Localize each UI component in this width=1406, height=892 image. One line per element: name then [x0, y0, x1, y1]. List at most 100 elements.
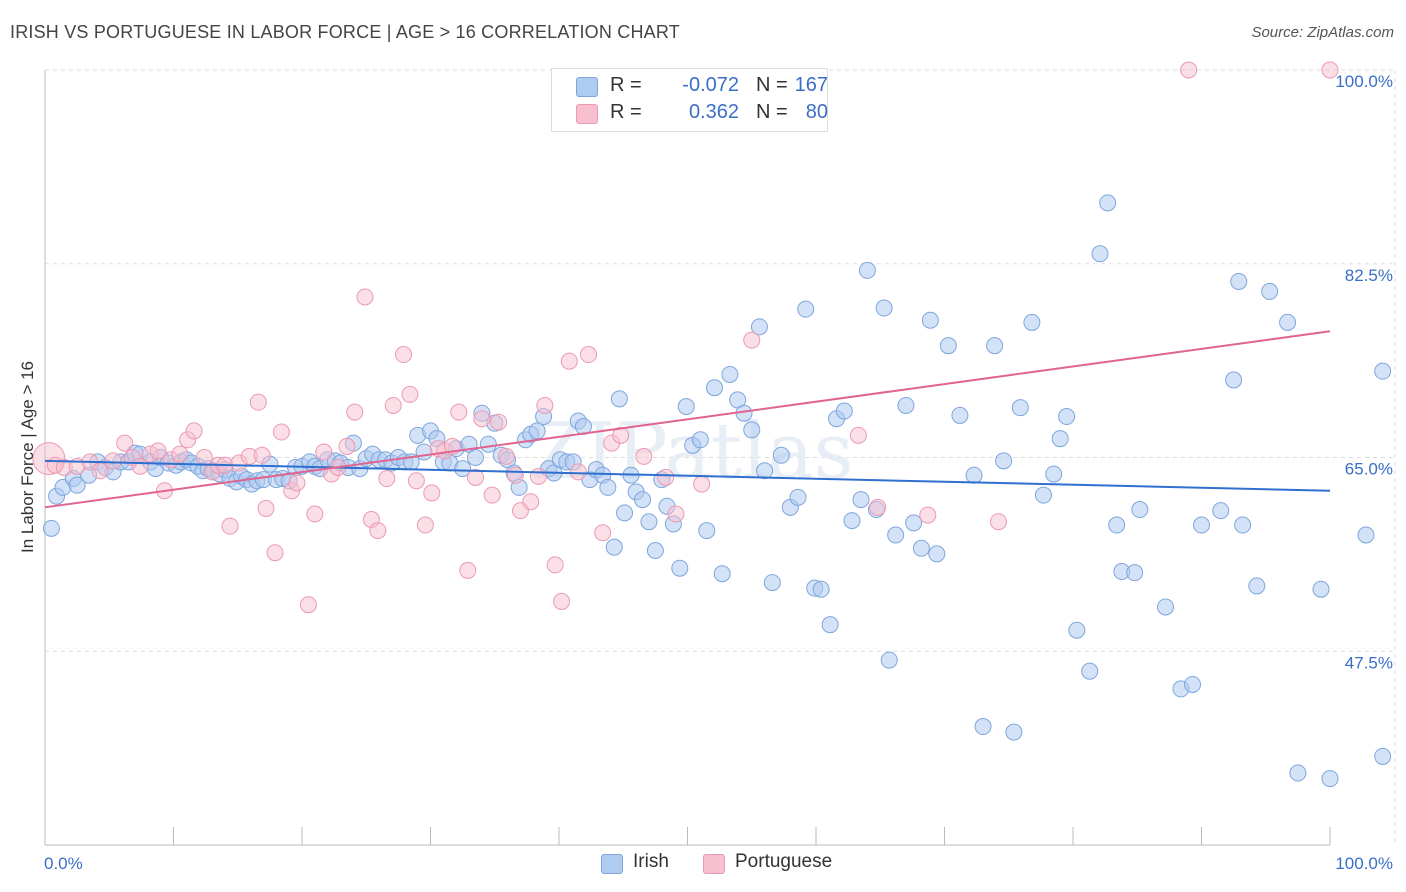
portuguese-point: [869, 498, 887, 516]
portuguese-point: [395, 346, 413, 364]
irish-point: [1279, 313, 1297, 331]
legend-n-label: N =: [756, 74, 788, 96]
series-legend: Irish Portuguese: [0, 851, 1406, 879]
portuguese-point: [299, 596, 317, 614]
irish-point: [1034, 486, 1052, 504]
portuguese-point: [306, 505, 324, 523]
portuguese-point: [466, 468, 484, 486]
irish-point: [1261, 282, 1279, 300]
portuguese-point: [266, 544, 284, 562]
legend-item-label: Irish: [633, 851, 669, 872]
irish-point: [986, 337, 1004, 355]
irish-point: [698, 522, 716, 540]
irish-point: [1058, 408, 1076, 426]
irish-point: [995, 452, 1013, 470]
irish-point: [951, 406, 969, 424]
legend-n-value: 167: [794, 74, 828, 96]
portuguese-point: [104, 452, 122, 470]
portuguese-point: [423, 484, 441, 502]
portuguese-trend-line: [44, 330, 1331, 509]
portuguese-point: [849, 426, 867, 444]
irish-point: [897, 396, 915, 414]
portuguese-point: [171, 445, 189, 463]
irish-point: [1051, 430, 1069, 448]
irish-point: [974, 718, 992, 736]
irish-point: [415, 443, 433, 461]
portuguese-point: [384, 396, 402, 414]
irish-point: [1131, 501, 1149, 519]
irish-point: [479, 435, 497, 453]
irish-point: [756, 462, 774, 480]
portuguese-point: [356, 288, 374, 306]
portuguese-point: [378, 470, 396, 488]
portuguese-point: [473, 410, 491, 428]
irish-point: [1081, 662, 1099, 680]
portuguese-point: [529, 467, 547, 485]
irish-point: [812, 580, 830, 598]
portuguese-point: [560, 352, 578, 370]
portuguese-point: [536, 396, 554, 414]
legend-n-label: N =: [756, 101, 788, 123]
irish-point: [852, 491, 870, 509]
correlation-legend: R = -0.072 N = 167 R = 0.362 N = 80: [551, 68, 828, 132]
irish-point: [858, 261, 876, 279]
portuguese-point: [346, 403, 364, 421]
irish-point: [905, 514, 923, 532]
portuguese-point: [635, 447, 653, 465]
portuguese-point: [657, 468, 675, 486]
portuguese-points: [32, 61, 1339, 614]
irish-point: [1321, 770, 1339, 788]
chart-title: IRISH VS PORTUGUESE IN LABOR FORCE | AGE…: [10, 22, 680, 42]
y-axis-label: In Labor Force | Age > 16: [18, 361, 37, 553]
irish-point: [610, 390, 628, 408]
portuguese-point: [401, 385, 419, 403]
portuguese-point: [257, 499, 275, 517]
portuguese-point: [612, 426, 630, 444]
irish-point: [880, 651, 898, 669]
portuguese-point: [416, 516, 434, 534]
portuguese-point: [919, 506, 937, 524]
irish-point: [677, 398, 695, 416]
irish-swatch: [601, 854, 623, 874]
irish-point: [1225, 371, 1243, 389]
portuguese-point: [195, 449, 213, 466]
irish-point: [1023, 313, 1041, 331]
portuguese-point: [116, 434, 134, 452]
irish-point: [1193, 516, 1210, 534]
irish-point: [797, 300, 815, 318]
portuguese-point: [693, 475, 711, 493]
irish-point: [599, 478, 617, 496]
portuguese-point: [459, 561, 477, 579]
irish-point: [912, 539, 930, 557]
y-tick-label: 65.0%: [1345, 460, 1393, 479]
legend-r-value: -0.072: [682, 74, 739, 96]
portuguese-point: [546, 556, 564, 574]
irish-point: [616, 504, 634, 522]
portuguese-point: [497, 447, 515, 465]
portuguese-swatch: [576, 104, 598, 124]
legend-r-label: R =: [610, 101, 642, 123]
irish-point: [68, 476, 86, 494]
irish-point: [1230, 272, 1248, 290]
irish-point: [1005, 723, 1023, 741]
legend-item-label: Portuguese: [735, 851, 833, 872]
portuguese-point: [580, 346, 598, 364]
irish-point: [454, 460, 472, 478]
irish-point: [1248, 577, 1266, 595]
irish-point: [671, 559, 689, 577]
portuguese-point: [288, 474, 306, 492]
portuguese-point: [989, 513, 1007, 531]
irish-point: [1157, 598, 1175, 616]
x-tick-label: 0.0%: [44, 854, 83, 873]
irish-point: [939, 337, 957, 355]
irish-point: [928, 545, 946, 563]
portuguese-point: [369, 522, 387, 540]
portuguese-point: [407, 472, 425, 490]
irish-point: [789, 488, 807, 506]
source-label: Source: ZipAtlas.com: [1251, 24, 1394, 41]
irish-point: [1234, 516, 1252, 534]
irish-point: [875, 299, 893, 317]
irish-point: [705, 379, 723, 397]
irish-point: [1108, 516, 1126, 534]
